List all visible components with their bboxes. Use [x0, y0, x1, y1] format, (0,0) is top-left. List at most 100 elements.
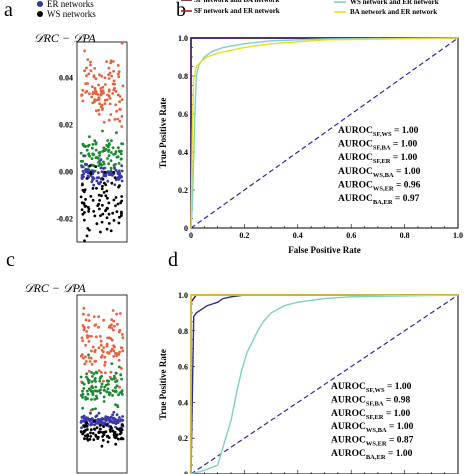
scatter-point-a-0-95 [102, 120, 106, 124]
scatter-point-a-2-80 [113, 183, 117, 187]
scatter-point-c-1-72 [118, 391, 122, 395]
scatter-point-a-0-47 [93, 86, 97, 90]
auroc-label-d-1: AUROCSF,BA = 0.98 [331, 395, 411, 407]
scatter-point-c-2-56 [121, 415, 124, 418]
scatter-point-c-3-4 [99, 427, 102, 431]
scatter-point-c-2-109 [106, 416, 110, 420]
scatter-point-a-0-107 [114, 90, 118, 93]
scatter-point-a-2-54 [84, 162, 87, 166]
scatter-point-c-1-34 [85, 375, 88, 379]
scatter-point-a-2-86 [87, 168, 90, 171]
scatter-point-c-0-38 [82, 356, 85, 360]
scatter-point-a-0-67 [97, 112, 101, 116]
scatter-point-c-3-47 [98, 424, 102, 427]
scatter-point-c-0-14 [102, 379, 105, 383]
scatter-point-a-0-5 [112, 79, 116, 83]
scatter-point-c-3-30 [102, 425, 105, 428]
scatter-point-a-3-80 [113, 176, 117, 180]
scatter-point-c-0-30 [112, 354, 116, 358]
scatter-point-c-1-68 [86, 397, 89, 401]
scatter-point-c-2-106 [79, 421, 83, 424]
scatter-point-c-0-102 [121, 336, 125, 340]
scatter-point-a-0-109 [94, 77, 98, 81]
scatter-point-a-0-18 [97, 108, 100, 112]
scatter-point-a-3-27 [107, 212, 111, 216]
scatter-point-a-2-1 [120, 169, 124, 173]
scatter-point-c-1-86 [110, 377, 113, 381]
y-axis-label-a: 𝒟RC − 𝒟PA [34, 31, 96, 45]
scatter-point-a-0-53 [85, 66, 88, 70]
scatter-point-a-0-97 [113, 86, 116, 90]
scatter-point-c-3-61 [101, 438, 105, 442]
scatter-point-a-2-55 [110, 170, 114, 174]
scatter-point-c-0-69 [87, 313, 90, 317]
scatter-point-a-2-49 [81, 169, 85, 173]
scatter-point-c-3-18 [92, 438, 96, 442]
scatter-point-a-0-86 [111, 82, 115, 86]
scatter-point-a-0-76 [92, 74, 96, 78]
scatter-point-a-2-71 [95, 179, 99, 183]
scatter-point-c-1-3 [90, 398, 93, 401]
scatter-point-c-1-56 [107, 382, 110, 386]
scatter-point-a-1-67 [114, 150, 118, 154]
scatter-point-a-0-38 [109, 113, 113, 116]
scatter-point-a-3-62 [105, 216, 109, 220]
scatter-point-c-1-81 [81, 389, 84, 393]
scatter-point-a-0-74 [109, 59, 113, 63]
scatter-point-a-0-12 [111, 92, 114, 95]
scatter-point-a-2-59 [82, 172, 86, 176]
scatter-point-c-1-91 [115, 379, 119, 383]
y-axis-label-c: 𝒟RC − 𝒟PA [24, 281, 86, 295]
scatter-point-a-1-42 [119, 152, 123, 156]
scatter-point-c-1-39 [111, 389, 115, 392]
scatter-point-a-0-102 [91, 90, 95, 94]
scatter-point-a-2-79 [108, 172, 112, 176]
scatter-point-c-0-64 [97, 325, 100, 329]
scatter-point-c-0-6 [118, 385, 121, 389]
y-axis-title-b: True Positive Rate [158, 98, 168, 169]
roc-line-b-ws_er [190, 37, 459, 229]
y-tick-a-3: -0.02 [56, 214, 73, 223]
scatter-point-c-0-73 [87, 369, 91, 373]
scatter-point-c-1-85 [115, 384, 119, 388]
scatter-point-a-3-58 [83, 211, 86, 214]
scatter-point-a-0-71 [119, 108, 122, 111]
scatter-point-a-1-48 [98, 154, 101, 157]
scatter-point-a-0-83 [90, 85, 94, 88]
scatter-point-a-0-56 [118, 119, 122, 123]
scatter-point-a-0-103 [86, 58, 90, 61]
scatter-point-a-0-106 [120, 98, 124, 102]
auroc-label-b-2: AUROCSF,ER = 1.00 [338, 153, 418, 165]
scatter-point-a-0-93 [98, 73, 101, 77]
scatter-point-c-0-94 [99, 343, 103, 347]
scatter-point-c-0-104 [103, 363, 107, 367]
scatter-point-c-0-50 [111, 309, 115, 312]
scatter-point-a-0-36 [89, 69, 93, 72]
scatter-point-c-0-4 [97, 315, 101, 319]
scatter-point-a-1-88 [119, 149, 123, 153]
scatter-point-a-0-23 [115, 109, 118, 113]
y-tick-a-0: 0.04 [59, 73, 73, 82]
scatter-point-a-3-55 [83, 239, 86, 243]
scatter-point-c-1-80 [91, 391, 95, 395]
scatter-point-a-2-69 [120, 179, 124, 183]
scatter-point-a-3-84 [101, 177, 105, 181]
panel-label-c: c [6, 249, 15, 271]
legend-label-0: SF network and BA network [194, 0, 279, 4]
scatter-point-c-1-93 [81, 406, 85, 410]
scatter-point-a-0-62 [108, 102, 112, 106]
scatter-point-a-1-94 [97, 160, 101, 164]
legend-label-3: BA network and ER network [350, 8, 437, 16]
auroc-label-d-0: AUROCSF,WS = 1.00 [331, 382, 412, 394]
scatter-point-a-0-10 [86, 82, 89, 85]
scatter-point-c-0-29 [112, 328, 115, 332]
scatter-point-a-3-44 [79, 195, 83, 199]
scatter-point-a-3-36 [94, 165, 98, 169]
y-tick-d-1: 0.2 [178, 434, 188, 443]
scatter-point-a-3-10 [105, 227, 109, 231]
scatter-point-a-0-104 [93, 98, 97, 102]
scatter-point-c-3-69 [121, 423, 124, 427]
scatter-point-a-3-54 [96, 204, 100, 208]
scatter-point-c-1-11 [93, 377, 97, 380]
scatter-point-c-0-40 [118, 312, 122, 315]
